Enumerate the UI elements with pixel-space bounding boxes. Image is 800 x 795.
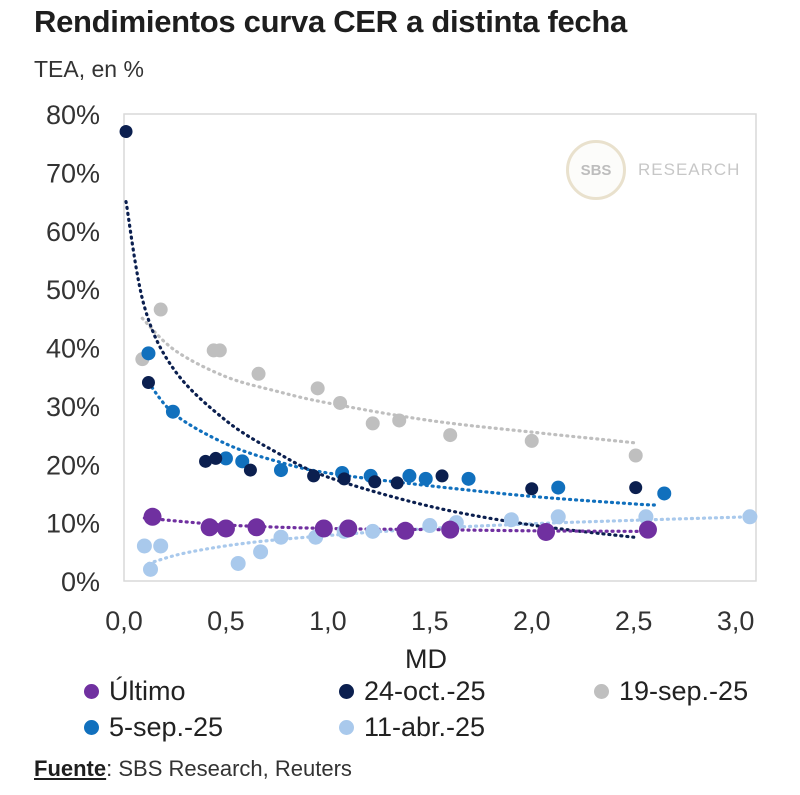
y-tick-label: 40% <box>46 334 100 364</box>
data-point-sep5 <box>657 486 672 501</box>
data-point-sep19 <box>628 448 643 463</box>
data-point-oct24 <box>435 469 449 483</box>
data-point-ultimo <box>537 522 556 541</box>
data-point-abr11 <box>136 538 152 554</box>
data-point-oct24 <box>199 454 213 468</box>
data-point-sep5 <box>235 454 250 469</box>
data-point-oct24 <box>141 376 155 390</box>
trendline-sep19 <box>140 316 636 445</box>
chart-subtitle: TEA, en % <box>34 56 144 82</box>
x-tick-label: 0,5 <box>207 606 245 636</box>
data-point-ultimo <box>216 519 235 538</box>
plot-area-frame <box>123 113 757 582</box>
data-point-oct24 <box>525 482 539 496</box>
data-point-ultimo <box>441 520 460 539</box>
x-tick-label: 3,0 <box>717 606 755 636</box>
legend-label-19-sep: 19-sep.-25 <box>619 676 749 706</box>
sbs-seal-logo: SBS <box>566 140 626 200</box>
data-point-abr11 <box>143 561 159 577</box>
data-point-ultimo <box>638 520 657 539</box>
y-tick-label: 70% <box>46 158 100 188</box>
legend-label-11-abr: 11-abr.-25 <box>364 712 486 742</box>
data-point-oct24 <box>119 125 133 139</box>
data-point-sep19 <box>392 413 407 428</box>
data-point-sep19 <box>333 395 348 410</box>
y-tick-label: 0% <box>61 567 100 597</box>
data-point-sep19 <box>443 428 458 443</box>
data-point-oct24 <box>390 476 404 490</box>
data-point-abr11 <box>273 529 289 545</box>
data-point-abr11 <box>550 509 566 525</box>
source-text: : SBS Research, Reuters <box>106 756 352 781</box>
data-point-oct24 <box>368 475 382 489</box>
x-tick-label: 1,5 <box>411 606 449 636</box>
y-tick-label: 80% <box>46 100 100 130</box>
legend-item-24-oct: 24-oct.-25 <box>339 676 486 707</box>
data-point-sep5 <box>461 471 476 486</box>
data-point-oct24 <box>307 469 321 483</box>
data-point-oct24 <box>629 481 643 495</box>
y-tick-label: 50% <box>46 275 100 305</box>
data-point-oct24 <box>337 472 351 486</box>
legend-item-5-sep: 5-sep.-25 <box>84 712 223 743</box>
data-point-sep19 <box>310 381 325 396</box>
legend-marker-5-sep <box>84 720 99 735</box>
data-point-sep5 <box>551 480 566 495</box>
data-point-abr11 <box>230 555 246 571</box>
data-point-sep5 <box>218 451 233 466</box>
data-point-sep5 <box>273 463 288 478</box>
legend-item-ultimo: Último <box>84 676 186 707</box>
data-point-sep5 <box>165 404 180 419</box>
legend-label-ultimo: Último <box>109 676 186 706</box>
legend-item-11-abr: 11-abr.-25 <box>339 712 485 743</box>
y-tick-label: 60% <box>46 217 100 247</box>
data-point-oct24 <box>243 463 257 477</box>
trendline-sep5 <box>146 380 660 507</box>
y-tick-label: 20% <box>46 450 100 480</box>
legend-item-19-sep: 19-sep.-25 <box>594 676 748 707</box>
legend-marker-19-sep <box>594 684 609 699</box>
data-point-sep19 <box>365 416 380 431</box>
y-tick-label: 30% <box>46 392 100 422</box>
y-tick-label: 10% <box>46 509 100 539</box>
data-point-sep19 <box>251 366 266 381</box>
legend-marker-24-oct <box>339 684 354 699</box>
data-point-sep19 <box>524 433 539 448</box>
data-point-sep19 <box>212 343 227 358</box>
legend-label-24-oct: 24-oct.-25 <box>364 676 486 706</box>
data-point-ultimo <box>200 518 219 537</box>
data-point-abr11 <box>503 512 519 528</box>
chart-title: Rendimientos curva CER a distinta fecha <box>34 4 627 39</box>
x-tick-label: 2,5 <box>615 606 653 636</box>
data-point-abr11 <box>422 518 438 534</box>
data-point-abr11 <box>253 544 269 560</box>
data-point-ultimo <box>143 507 162 526</box>
x-tick-label: 0,0 <box>105 606 143 636</box>
data-point-sep19 <box>153 302 168 317</box>
data-point-ultimo <box>396 521 415 540</box>
x-tick-label: 1,0 <box>309 606 347 636</box>
legend-marker-ultimo <box>84 684 99 699</box>
x-tick-label: 2,0 <box>513 606 551 636</box>
legend-marker-11-abr <box>339 720 354 735</box>
data-point-oct24 <box>209 451 223 465</box>
data-point-sep5 <box>402 468 417 483</box>
source-key: Fuente <box>34 756 107 781</box>
data-point-sep5 <box>418 471 433 486</box>
data-point-ultimo <box>247 518 266 537</box>
data-point-abr11 <box>742 509 758 525</box>
source-note: Fuente: SBS Research, Reuters <box>34 756 352 782</box>
data-point-ultimo <box>314 519 333 538</box>
legend-label-5-sep: 5-sep.-25 <box>109 712 224 742</box>
data-point-abr11 <box>153 538 169 554</box>
x-axis-label: MD <box>405 644 447 674</box>
watermark-text: RESEARCH <box>638 160 741 179</box>
sbs-research-watermark: SBS RESEARCH <box>566 140 740 200</box>
data-point-sep5 <box>141 346 156 361</box>
data-point-ultimo <box>339 519 358 538</box>
data-point-abr11 <box>365 523 381 539</box>
data-point-abr11 <box>638 509 654 525</box>
